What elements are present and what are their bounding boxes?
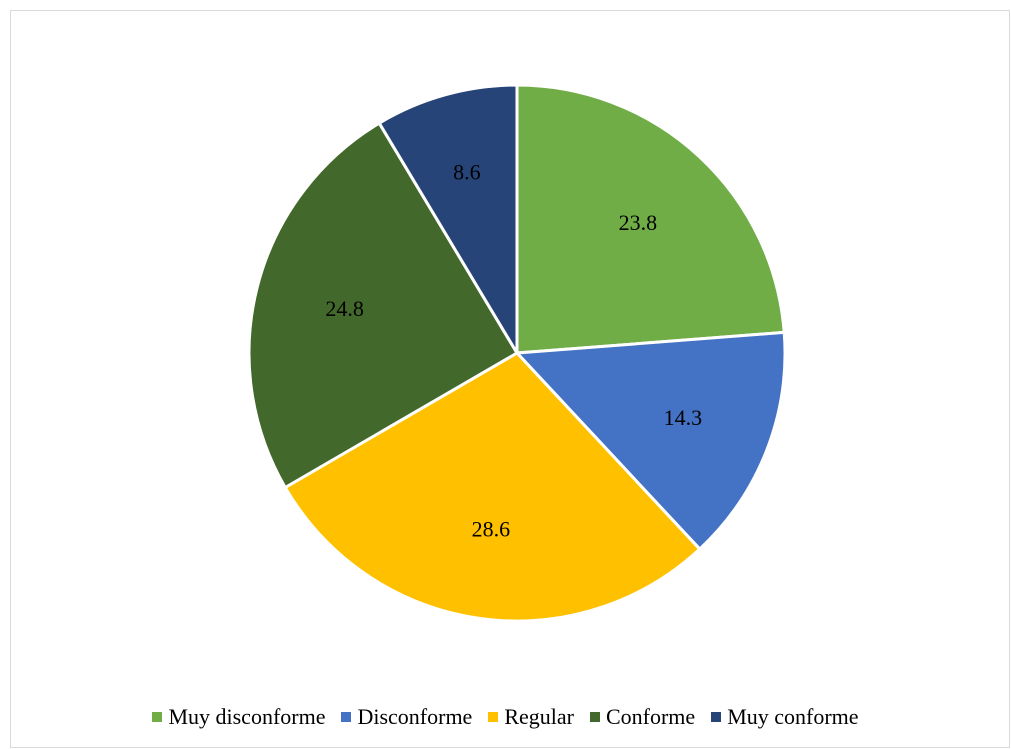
pie-slice-regular [283,351,702,623]
legend-item-disconforme: Disconforme [341,704,472,730]
legend-swatch [152,712,163,722]
data-label-muy-disconforme: 23.8 [619,210,658,235]
legend-item-muy-conforme: Muy conforme [711,704,859,730]
legend-label: Regular [504,704,574,729]
pie-slice-muy-conforme [377,83,519,355]
legend-label: Conforme [605,704,696,729]
data-label-muy-conforme: 8.6 [453,159,481,184]
pie-slices [247,83,787,623]
legend-swatch [488,712,499,722]
legend-swatch [341,712,352,722]
legend-swatch [589,712,600,722]
legend-label: Muy disconforme [168,704,326,729]
pie-slice-conforme [247,121,519,489]
data-label-disconforme: 14.3 [664,405,703,430]
data-label-regular: 28.6 [472,517,511,542]
legend-item-regular: Regular [488,704,574,730]
pie-slice-muy-disconforme [515,83,786,355]
data-label-conforme: 24.8 [325,296,364,321]
pie-data-labels: 23.8 14.3 28.6 24.8 8.6 [325,159,702,541]
legend-item-conforme: Conforme [589,704,696,730]
legend: Muy disconforme Disconforme Regular Conform… [0,704,1011,730]
legend-item-muy-disconforme: Muy disconforme [152,704,325,730]
legend-swatch [711,712,722,722]
legend-label: Muy conforme [727,704,859,729]
legend-label: Disconforme [357,704,473,729]
pie-slice-disconforme [515,330,787,551]
